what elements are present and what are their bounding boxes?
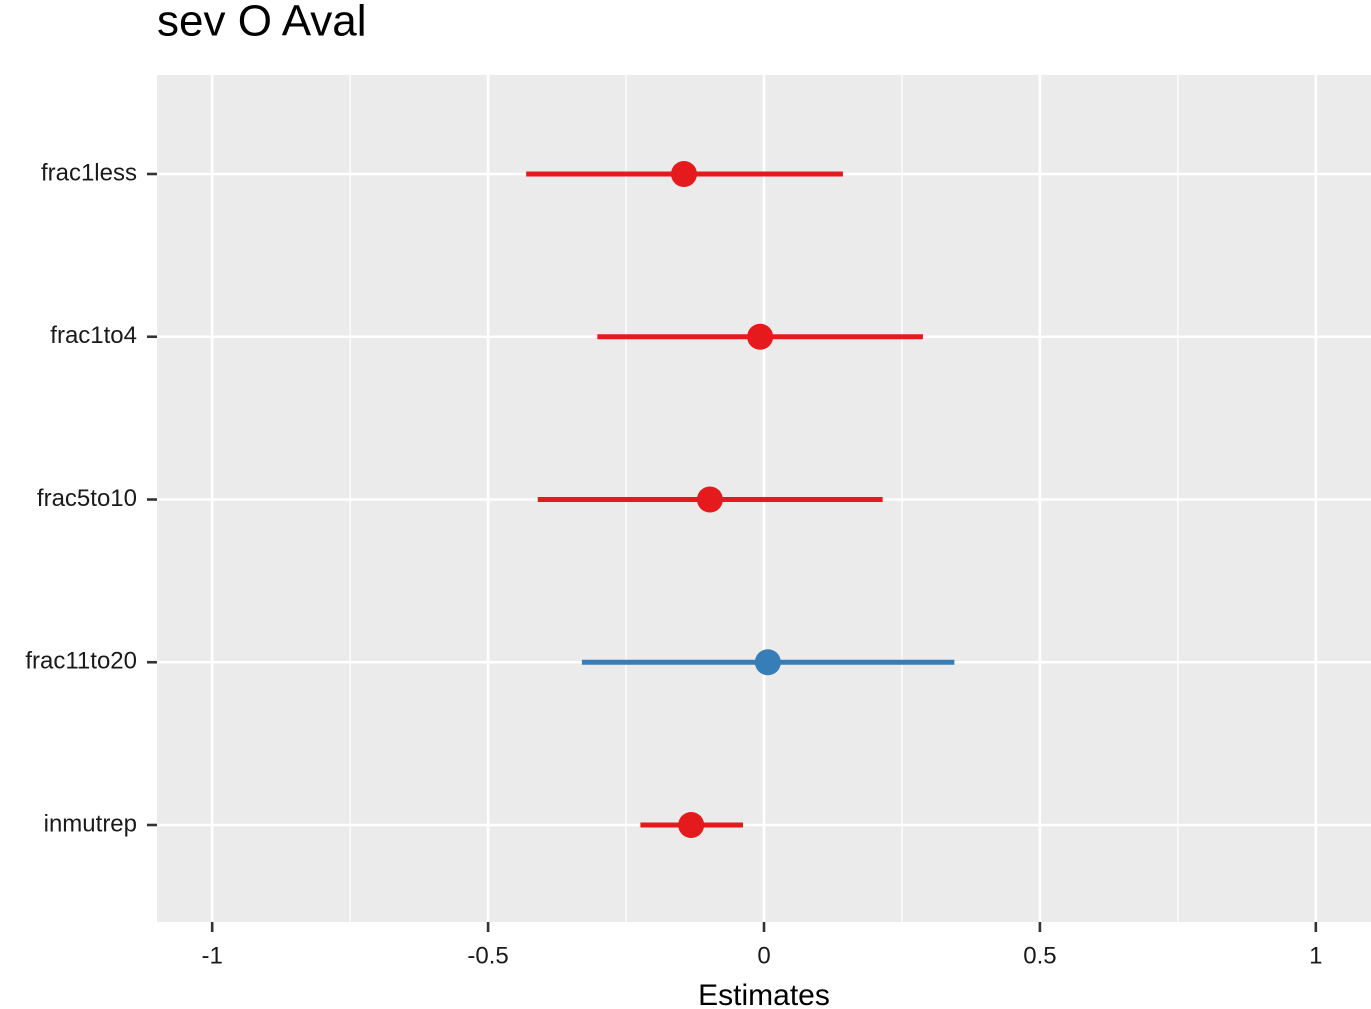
x-tick-label: -1 [202,942,223,969]
chart-title: sev O Aval [157,0,367,46]
y-tick-label: frac5to10 [37,485,137,512]
y-tick-label: inmutrep [44,810,137,837]
y-tick-label: frac1to4 [50,322,137,349]
estimate-point [678,812,705,838]
estimate-point [696,486,723,513]
x-tick-label: 0 [757,942,770,969]
y-tick-label: frac1less [41,159,137,186]
estimate-point [670,161,697,187]
x-axis-title: Estimates [698,979,830,1009]
x-tick-label: -0.5 [467,942,508,969]
estimate-point [747,323,774,350]
estimate-point [754,649,781,676]
y-tick-label: frac11to20 [25,648,137,675]
x-tick-label: 0.5 [1023,942,1056,969]
x-tick-label: 1 [1309,942,1322,969]
